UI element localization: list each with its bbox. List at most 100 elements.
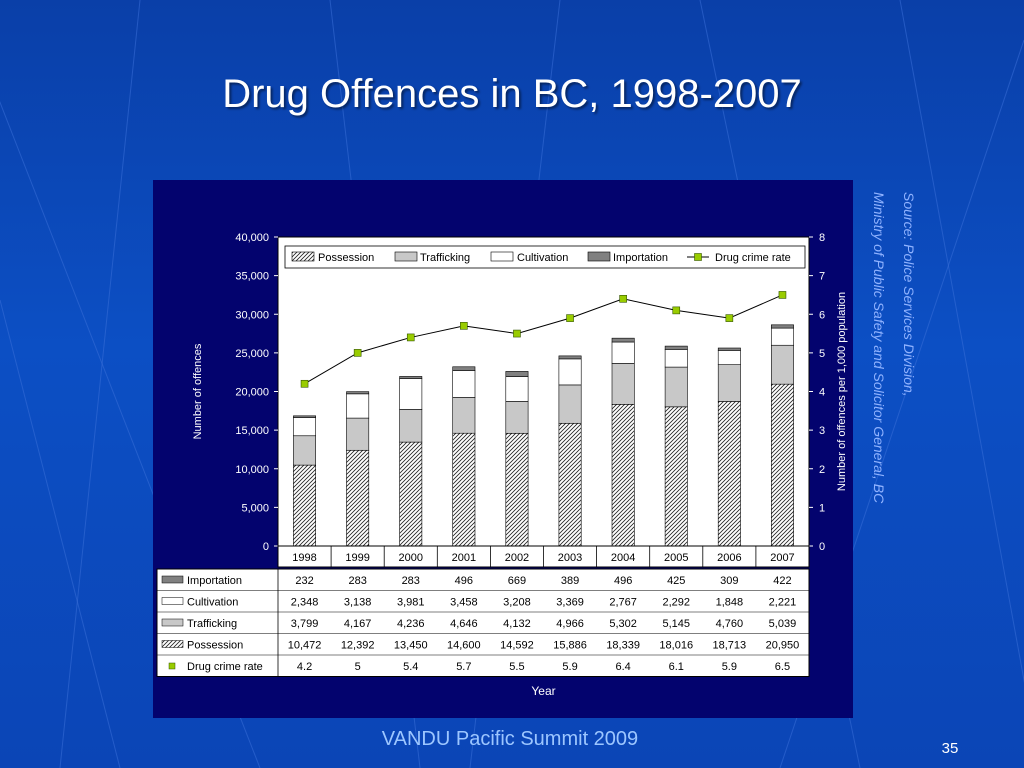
bar-trafficking bbox=[505, 401, 529, 434]
bar-possession bbox=[293, 464, 317, 547]
table-cell-value: 2,767 bbox=[609, 597, 637, 609]
bar-importation bbox=[399, 376, 423, 379]
drug-crime-rate-line bbox=[304, 294, 783, 385]
table-cell-value: 496 bbox=[614, 575, 632, 587]
table-cell-value: 5.9 bbox=[722, 661, 737, 673]
y2-tick-label: 8 bbox=[819, 232, 825, 244]
background-line-1 bbox=[59, 0, 141, 768]
bar-trafficking bbox=[717, 364, 741, 402]
bar-trafficking bbox=[558, 384, 582, 424]
drug-crime-rate-point bbox=[460, 322, 468, 330]
background-line-5 bbox=[899, 0, 1024, 684]
table-cell-value: 14,592 bbox=[500, 640, 534, 652]
drug-crime-rate-point bbox=[619, 295, 627, 303]
category-label: 2001 bbox=[452, 552, 476, 564]
bar-possession bbox=[346, 449, 370, 547]
bar-cultivation bbox=[505, 376, 529, 402]
y-axis-label: Number of offences bbox=[192, 343, 204, 439]
table-row-label: Importation bbox=[187, 575, 242, 587]
y2-tick-label: 2 bbox=[819, 464, 825, 476]
bar-trafficking bbox=[346, 417, 370, 451]
legend-box bbox=[284, 245, 806, 269]
legend-label: Drug crime rate bbox=[715, 252, 791, 264]
table-swatch bbox=[161, 575, 184, 584]
category-label: 2004 bbox=[611, 552, 635, 564]
table-cell-value: 4,760 bbox=[716, 618, 744, 630]
drug-offences-chart: 05,00010,00015,00020,00025,00030,00035,0… bbox=[156, 232, 848, 698]
category-label: 2005 bbox=[664, 552, 688, 564]
table-cell-value: 4,966 bbox=[556, 618, 584, 630]
y-tick-label: 35,000 bbox=[235, 271, 269, 283]
table-row-label: Possession bbox=[187, 640, 243, 652]
bar-possession bbox=[399, 441, 423, 547]
y2-tick-label: 4 bbox=[819, 387, 825, 399]
x-axis-label: Year bbox=[531, 684, 555, 698]
source-note: Source: Police Services Division, Minist… bbox=[864, 192, 924, 572]
legend-swatch bbox=[394, 251, 418, 262]
bar-possession bbox=[664, 406, 688, 547]
bar-cultivation bbox=[664, 349, 688, 368]
table-cell-value: 5,302 bbox=[609, 618, 637, 630]
table-cell-value: 6.5 bbox=[775, 661, 790, 673]
table-cell-value: 4.2 bbox=[297, 661, 312, 673]
bar-importation bbox=[717, 347, 741, 351]
drug-crime-rate-point bbox=[406, 333, 415, 342]
category-label: 2002 bbox=[505, 552, 529, 564]
drug-crime-rate-point bbox=[566, 314, 574, 322]
y-tick-label: 25,000 bbox=[235, 348, 269, 360]
slide-title: Drug Offences in BC, 1998-2007 bbox=[222, 72, 802, 116]
table-cell-value: 5,145 bbox=[662, 618, 690, 630]
y-tick-label: 40,000 bbox=[235, 232, 269, 244]
legend-label: Importation bbox=[613, 252, 668, 264]
legend-label: Possession bbox=[318, 252, 374, 264]
y-tick-label: 5,000 bbox=[241, 502, 269, 514]
y2-tick-label: 0 bbox=[819, 541, 825, 553]
table-cell-value: 5.5 bbox=[509, 661, 524, 673]
bar-importation bbox=[346, 391, 370, 395]
y-tick-label: 10,000 bbox=[235, 464, 269, 476]
table-cell-value: 4,167 bbox=[344, 618, 372, 630]
table-cell-value: 3,138 bbox=[344, 597, 372, 609]
legend-swatch bbox=[587, 251, 611, 262]
legend-swatch bbox=[291, 251, 315, 262]
drug-crime-rate-point bbox=[513, 329, 521, 338]
table-cell-value: 425 bbox=[667, 575, 685, 587]
table-cell-value: 15,886 bbox=[553, 640, 587, 652]
table-row-label: Drug crime rate bbox=[187, 661, 263, 673]
table-cell-value: 20,950 bbox=[766, 640, 800, 652]
table-cell-value: 4,646 bbox=[450, 618, 478, 630]
y2-tick-label: 5 bbox=[819, 348, 825, 360]
table-cell-value: 389 bbox=[561, 575, 579, 587]
drug-crime-rate-point bbox=[778, 291, 787, 299]
bar-possession bbox=[505, 432, 529, 547]
table-swatch-marker bbox=[168, 662, 176, 670]
bar-possession bbox=[611, 404, 635, 547]
table-cell-value: 5 bbox=[355, 661, 361, 673]
y2-tick-label: 1 bbox=[819, 502, 825, 514]
source-line-2: Ministry of Public Safety and Solicitor … bbox=[871, 192, 887, 504]
bar-importation bbox=[452, 366, 476, 371]
bar-cultivation bbox=[293, 417, 317, 437]
bar-importation bbox=[770, 324, 794, 329]
table-cell-value: 232 bbox=[295, 575, 313, 587]
table-swatch bbox=[161, 597, 184, 605]
drug-crime-rate-point bbox=[672, 306, 681, 315]
y2-tick-label: 3 bbox=[819, 425, 825, 437]
y-tick-label: 15,000 bbox=[235, 425, 269, 437]
bar-cultivation bbox=[611, 341, 635, 364]
bar-possession bbox=[558, 422, 582, 547]
y-tick-label: 20,000 bbox=[235, 387, 269, 399]
slide-number: 35 bbox=[941, 740, 959, 757]
table-cell-value: 3,458 bbox=[450, 597, 478, 609]
table-swatch bbox=[161, 618, 184, 627]
bar-trafficking bbox=[770, 344, 794, 385]
table-cell-value: 10,472 bbox=[288, 640, 322, 652]
y2-tick-label: 7 bbox=[819, 271, 825, 283]
table-cell-value: 3,799 bbox=[291, 618, 319, 630]
bar-possession bbox=[770, 383, 794, 547]
category-label: 1999 bbox=[345, 552, 369, 564]
bar-cultivation bbox=[399, 378, 423, 410]
drug-crime-rate-point bbox=[353, 349, 362, 357]
bar-importation bbox=[505, 371, 529, 377]
bar-possession bbox=[717, 401, 741, 547]
